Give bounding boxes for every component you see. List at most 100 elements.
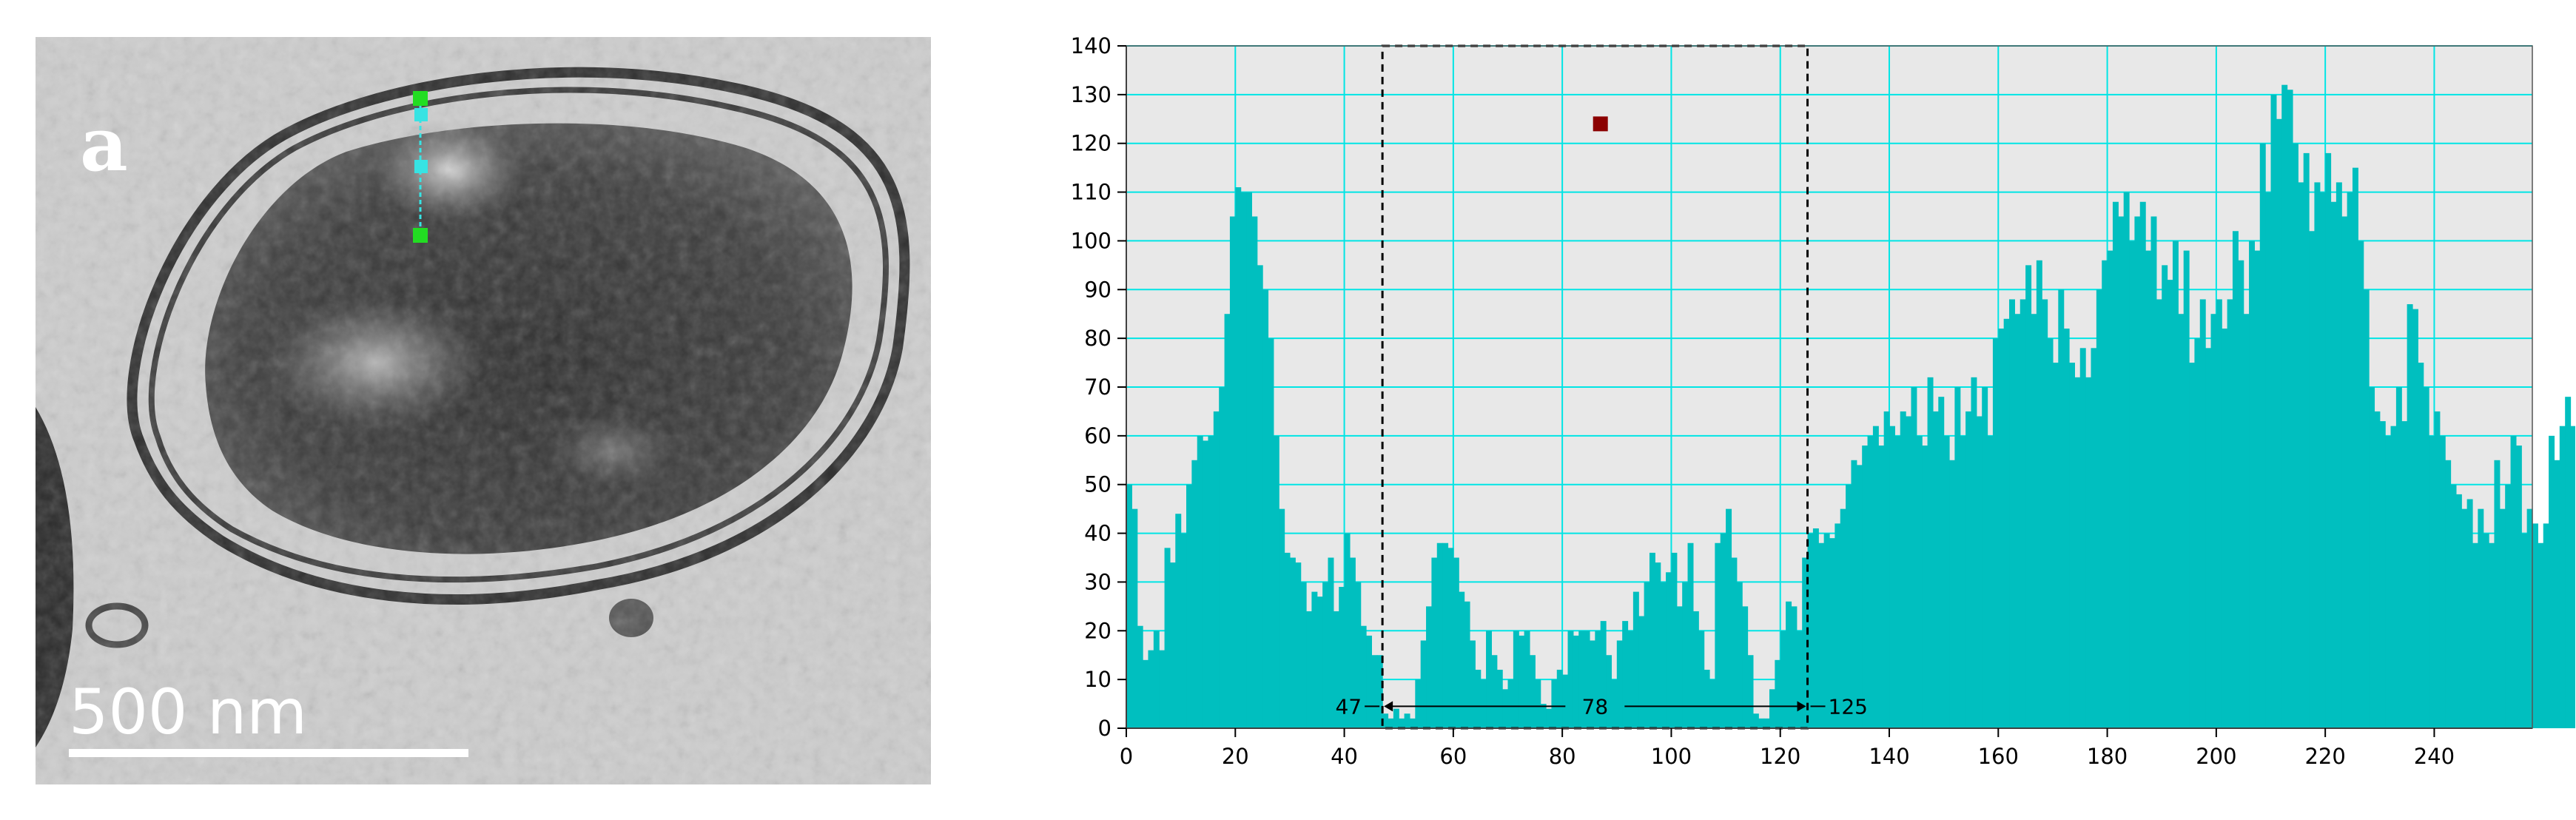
histogram-bar <box>2189 363 2196 728</box>
histogram-bar <box>1404 713 1410 728</box>
histogram-bar <box>1573 635 1579 728</box>
histogram-bar <box>1812 528 1819 728</box>
y-tick-label: 90 <box>1084 277 1112 302</box>
histogram-bar <box>1878 446 1885 728</box>
histogram-bar <box>1535 679 1541 728</box>
histogram-bar <box>2118 216 2125 728</box>
histogram-bar <box>2358 241 2364 728</box>
histogram-bar <box>1126 484 1132 728</box>
x-tick-label: 0 <box>1120 744 1133 769</box>
histogram-bar <box>2172 241 2179 728</box>
x-tick-label: 200 <box>2196 744 2236 769</box>
histogram-bar <box>1666 572 1672 728</box>
histogram-bar <box>1289 557 1296 728</box>
histogram-bar <box>2401 421 2408 728</box>
histogram-bar <box>1949 460 1955 728</box>
histogram-bar <box>2521 533 2528 728</box>
histogram-bar <box>1311 591 1318 728</box>
histogram-bar <box>2369 387 2375 728</box>
histogram-bar <box>2494 460 2501 728</box>
histogram-bar <box>1546 708 1553 728</box>
histogram-bar <box>1932 411 1939 728</box>
histogram-bar <box>1971 377 1977 728</box>
histogram-bar <box>1213 411 1220 728</box>
y-tick-label: 70 <box>1084 374 1112 400</box>
histogram-bar <box>2390 426 2397 728</box>
histogram-bar <box>2330 201 2337 728</box>
profile-end-handle[interactable] <box>413 228 428 243</box>
x-tick-label: 240 <box>2414 744 2455 769</box>
histogram-bar <box>1339 587 1345 728</box>
profile-handle-mid[interactable] <box>414 160 428 173</box>
histogram-bar <box>1660 582 1667 728</box>
histogram-bar <box>1616 640 1623 728</box>
histogram-bar <box>2232 231 2239 728</box>
histogram-bar <box>2047 338 2054 729</box>
histogram-bar <box>1791 606 1798 728</box>
histogram-bar <box>1704 669 1710 728</box>
histogram-bar <box>1911 387 1917 728</box>
histogram-bar <box>1464 601 1470 728</box>
histogram-bar <box>2335 182 2342 728</box>
histogram-bar <box>1399 718 1405 728</box>
histogram-bar <box>1447 548 1454 728</box>
tem-micrograph: a 500 nm <box>36 37 931 784</box>
histogram-bar <box>1872 426 1879 728</box>
scale-bar-label: 500 nm <box>69 676 308 748</box>
histogram-bar <box>2014 314 2021 728</box>
annotations: 47 78 125 <box>1335 116 1868 719</box>
histogram-bar <box>2249 241 2256 728</box>
cursor-marker[interactable] <box>1593 116 1608 132</box>
histogram-bar <box>1306 611 1312 728</box>
histogram-bar <box>1862 446 1869 728</box>
histogram-bar <box>1747 655 1754 728</box>
histogram-bar <box>1802 557 1809 728</box>
histogram-bar <box>1519 635 1525 728</box>
histogram-bar <box>2096 289 2102 728</box>
histogram-bar <box>1360 625 1367 728</box>
histogram-bar <box>1818 542 1825 728</box>
histogram-bar <box>1333 611 1339 728</box>
histogram-bar <box>1496 669 1503 728</box>
histogram-bar <box>2003 318 2010 728</box>
histogram-bar <box>2309 231 2316 728</box>
histogram-bar <box>2347 192 2353 728</box>
y-tick-label: 110 <box>1071 180 1112 205</box>
histogram-bar <box>2259 143 2266 728</box>
profile-handle-upper[interactable] <box>414 108 428 121</box>
histogram-bar <box>2510 435 2517 728</box>
histogram-bar <box>1502 689 1509 728</box>
histogram-bar <box>1556 669 1563 728</box>
histogram-bar <box>1355 582 1362 728</box>
histogram-bar <box>2385 435 2392 728</box>
histogram-bar <box>1807 533 1814 728</box>
histogram-bar <box>2314 182 2321 728</box>
histogram-bar <box>1382 713 1389 728</box>
histogram-bar <box>2243 314 2250 728</box>
histogram-bar <box>2162 265 2168 728</box>
histogram-bar <box>1786 601 1792 728</box>
histogram-bar <box>1180 533 1187 728</box>
histogram-bar <box>1159 650 1166 728</box>
histogram-bar <box>1409 718 1416 728</box>
histogram-bar <box>1644 582 1650 728</box>
histogram-bar <box>1431 557 1438 728</box>
histogram-bar <box>1235 186 1242 728</box>
histogram-bar <box>2303 152 2310 728</box>
histogram-bar <box>1459 591 1465 728</box>
y-tick-label: 10 <box>1084 667 1112 692</box>
grain-texture <box>36 37 931 784</box>
histogram-bar <box>1251 216 1258 728</box>
histogram-bar <box>1883 411 1890 728</box>
histogram-bar <box>2565 397 2572 728</box>
histogram-bar <box>2052 363 2059 728</box>
histogram-bar <box>2216 299 2222 728</box>
arrowhead-right <box>1797 701 1806 712</box>
histogram-bar <box>1436 542 1443 728</box>
histogram-bar <box>1676 606 1683 728</box>
histogram-bar <box>2472 542 2478 728</box>
profile-start-handle[interactable] <box>413 91 428 106</box>
histogram-bar <box>1567 631 1574 728</box>
histogram-bar <box>1954 387 1961 728</box>
scale-bar <box>69 749 468 757</box>
